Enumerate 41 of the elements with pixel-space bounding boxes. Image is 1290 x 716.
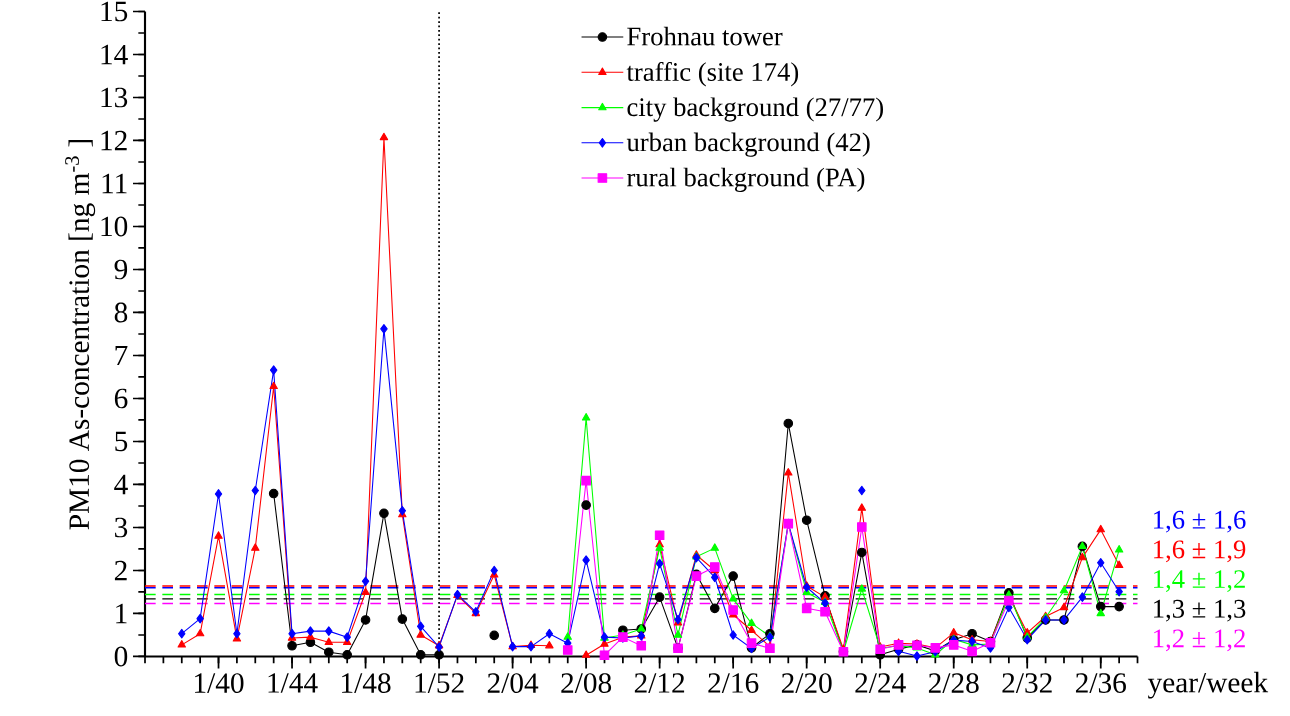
y-tick-label: 7 (115, 345, 128, 366)
legend-label: rural background (PA) (627, 167, 865, 192)
x-tick-label: 1/48 (342, 673, 391, 693)
y-tick-label: 12 (101, 130, 127, 151)
x-tick-label: 2/08 (561, 673, 612, 693)
ref-line-label: 1,6 ± 1,6 (1154, 510, 1246, 533)
x-axis-title: year/week (1147, 671, 1269, 699)
y-axis-title: PM10 As-concentration [ng m$^{-3}$ ] (65, 139, 96, 530)
x-tick-label: 2/04 (487, 673, 539, 693)
ref-line-label: 1,3 ± 1,3 (1154, 599, 1246, 622)
x-tick-label: 2/20 (781, 673, 832, 693)
x-tick-label: 1/44 (268, 673, 318, 693)
x-tick-label: 2/36 (1075, 673, 1126, 693)
ref-line-label: 1,6 ± 1,9 (1154, 540, 1246, 563)
y-tick-label: 14 (101, 44, 128, 65)
y-tick-label: 2 (114, 560, 127, 581)
legend-label: Frohnau tower (627, 26, 783, 46)
y-tick-label: 0 (114, 646, 128, 667)
ref-line-label: 1,2 ± 1,2 (1154, 629, 1245, 652)
y-tick-label: 8 (114, 302, 128, 323)
x-tick-label: 2/28 (928, 673, 979, 693)
y-tick-label: 9 (114, 259, 128, 280)
ref-line-label: 1,4 ± 1,2 (1154, 570, 1245, 592)
legend-label: city background (27/77) (627, 97, 884, 122)
y-tick-label: 11 (102, 173, 127, 194)
y-tick-label: 5 (115, 431, 128, 452)
y-tick-label: 10 (101, 216, 128, 237)
x-tick-label: 2/32 (1002, 673, 1052, 693)
y-tick-label: 3 (115, 517, 128, 538)
y-tick-label: 4 (114, 474, 128, 495)
y-tick-label: 1 (116, 603, 127, 624)
x-tick-label: 1/52 (415, 673, 464, 693)
legend-label: urban background (42) (626, 132, 870, 157)
x-tick-label: 2/12 (634, 673, 685, 693)
y-tick-label: 13 (101, 87, 128, 108)
x-tick-label: 2/16 (708, 673, 759, 693)
legend-label: traffic (site 174) (626, 61, 799, 87)
x-tick-label: 1/40 (195, 673, 244, 693)
y-tick-label: 15 (101, 1, 128, 22)
y-tick-label: 6 (114, 388, 128, 409)
x-tick-label: 2/24 (855, 673, 906, 693)
